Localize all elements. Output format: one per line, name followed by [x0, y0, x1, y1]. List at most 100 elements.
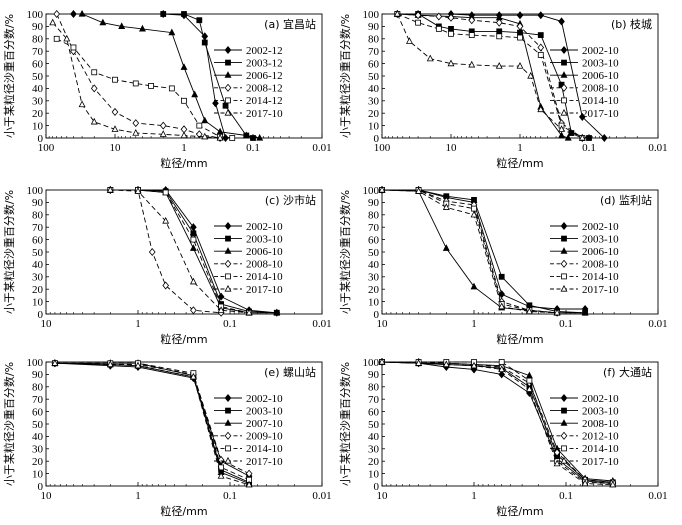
series-line	[54, 362, 250, 483]
y-axis-label: 小于某粒径沙重百分数/%	[338, 362, 352, 486]
series-2008-10	[393, 9, 586, 143]
legend-marker	[560, 83, 568, 92]
legend-marker	[224, 456, 232, 464]
data-point	[495, 18, 503, 27]
data-point	[435, 25, 442, 32]
x-tick-label: 0.1	[246, 142, 260, 154]
x-tick-label: 10	[110, 142, 122, 154]
data-point	[517, 34, 523, 41]
y-tick-label: 80	[32, 34, 44, 46]
series-line	[56, 38, 233, 139]
series-line	[54, 362, 250, 477]
series-line	[381, 361, 613, 483]
data-point	[162, 189, 169, 196]
y-tick-label: 100	[27, 357, 44, 369]
x-tick-label: 0.1	[559, 318, 573, 330]
data-point	[245, 308, 253, 316]
y-tick-label: 90	[32, 369, 44, 381]
data-point	[180, 131, 188, 139]
data-point	[138, 24, 146, 32]
data-point	[525, 307, 533, 315]
data-point	[90, 117, 98, 125]
y-tick-label: 100	[363, 185, 380, 197]
legend-label: 2017-10	[246, 108, 283, 120]
legend-marker	[560, 108, 568, 116]
data-point	[99, 18, 107, 26]
data-point	[498, 273, 505, 280]
data-point	[537, 43, 545, 52]
x-tick-label: 0.01	[648, 490, 667, 502]
y-tick-label: 50	[368, 419, 380, 431]
y-tick-label: 10	[368, 120, 380, 132]
data-point	[468, 60, 476, 68]
legend-label: 2006-10	[582, 246, 619, 258]
data-point	[558, 131, 566, 139]
data-point	[414, 11, 422, 20]
y-tick-label: 50	[368, 247, 380, 259]
legend-label: 2002-10	[582, 393, 619, 405]
y-tick-label: 70	[368, 46, 380, 58]
x-axis-label: 粒径/mm	[160, 504, 207, 518]
data-point	[564, 133, 572, 141]
data-point	[222, 102, 229, 109]
x-tick-label: 100	[38, 142, 55, 154]
data-point	[496, 33, 503, 40]
legend-label: 2014-10	[246, 271, 283, 283]
data-point	[378, 357, 386, 365]
y-tick-label: 80	[368, 210, 380, 222]
y-tick-label: 30	[32, 444, 44, 456]
legend-marker	[225, 445, 231, 452]
data-point	[496, 28, 503, 35]
data-point	[527, 71, 535, 79]
series-2002-10	[378, 357, 617, 488]
series-line	[382, 189, 586, 314]
legend-label: 2003-10	[246, 405, 283, 417]
data-point	[216, 133, 224, 141]
legend-label: 2007-10	[246, 418, 283, 430]
legend-marker	[224, 259, 232, 268]
legend-marker	[560, 456, 568, 464]
x-tick-label: 1	[181, 142, 187, 154]
data-point	[498, 302, 506, 310]
series-line	[396, 13, 583, 139]
legend-label: 2002-10	[246, 393, 283, 405]
data-point	[537, 32, 544, 38]
data-point	[498, 370, 506, 379]
legend-label: 2017-10	[582, 284, 619, 296]
y-tick-label: 80	[32, 382, 44, 394]
legend-marker	[224, 221, 232, 231]
legend-label: 2017-10	[246, 284, 283, 296]
series-line	[382, 361, 613, 484]
data-point	[132, 80, 139, 87]
series-line	[110, 189, 250, 314]
data-point	[471, 205, 477, 212]
y-tick-label: 10	[32, 468, 44, 480]
legend-label: 2002-10	[246, 221, 283, 233]
legend-label: 2008-10	[582, 418, 619, 430]
series-line	[397, 13, 605, 139]
y-tick-label: 70	[368, 394, 380, 406]
y-tick-label: 20	[32, 284, 44, 296]
y-axis-label: 小于某粒径沙重百分数/%	[338, 14, 352, 138]
data-point	[553, 448, 561, 457]
y-tick-label: 50	[368, 71, 380, 83]
legend-marker	[561, 273, 567, 280]
y-tick-label: 60	[368, 406, 380, 418]
data-point	[537, 52, 544, 58]
data-point	[201, 132, 209, 140]
x-tick-label: 10	[446, 142, 458, 154]
data-point	[245, 480, 253, 488]
legend-label: 2006-12	[246, 70, 283, 82]
legend-marker	[560, 45, 568, 55]
data-point	[112, 76, 118, 83]
series-line	[397, 13, 583, 139]
data-point	[106, 185, 114, 193]
series-line	[382, 361, 613, 483]
data-point	[442, 360, 450, 368]
y-axis-label: 小于某粒径沙重百分数/%	[2, 362, 16, 486]
data-point	[442, 203, 450, 210]
x-tick-label: 1	[135, 490, 141, 502]
data-point	[415, 187, 423, 194]
legend-marker	[224, 431, 232, 440]
